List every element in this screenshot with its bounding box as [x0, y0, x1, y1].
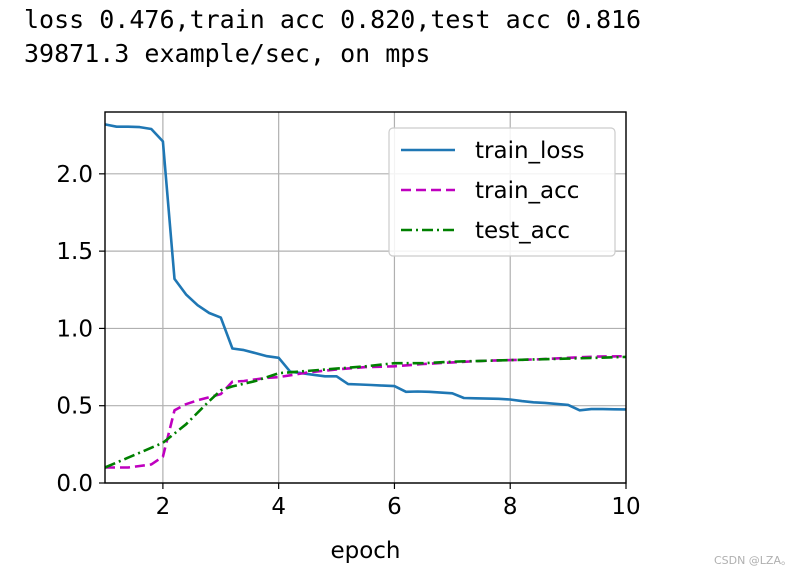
watermark: CSDN @LZA。 — [713, 554, 792, 567]
y-tick-label: 1.5 — [56, 239, 93, 265]
y-tick-label: 1.0 — [56, 316, 93, 342]
y-tick-label: 2.0 — [56, 162, 93, 188]
legend-label-train_loss: train_loss — [475, 138, 584, 164]
x-tick-label: 6 — [387, 494, 402, 520]
x-tick-label: 8 — [503, 494, 518, 520]
plot-frame — [104, 111, 627, 484]
x-tick-label: 4 — [271, 494, 286, 520]
stats-line-throughput: 39871.3 example/sec, on mps — [24, 39, 431, 68]
legend-label-test_acc: test_acc — [475, 218, 570, 244]
x-tick-label: 10 — [611, 494, 640, 520]
y-tick-label: 0.5 — [56, 394, 93, 420]
x-tick-label: 2 — [156, 494, 171, 520]
stats-line-loss-acc: loss 0.476,train acc 0.820,test acc 0.81… — [24, 5, 642, 34]
series-line-test_acc — [104, 355, 627, 469]
series-line-train_loss — [104, 123, 627, 412]
series-line-train_acc — [105, 354, 627, 469]
y-tick-label: 0.0 — [56, 471, 93, 497]
x-axis-label: epoch — [330, 538, 400, 564]
legend-label-train_acc: train_acc — [475, 178, 579, 204]
legend-box — [388, 127, 616, 257]
